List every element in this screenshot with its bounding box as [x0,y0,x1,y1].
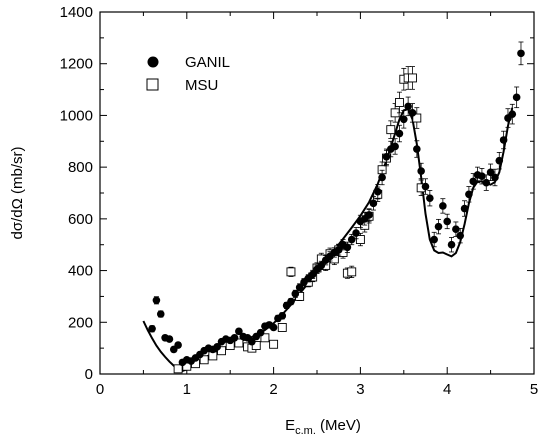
msu-point [408,73,417,83]
ganil-point [308,270,317,279]
msu-point [355,235,365,244]
ganil-point [230,334,239,342]
tick-labels: 0 1 2 3 4 5 0 200 400 600 800 1000 1200 1400 [60,4,539,398]
ganil-point [443,217,452,226]
ganil-point [395,129,404,138]
x-tick-label: 5 [530,381,538,398]
msu-point [260,333,270,343]
ganil-point [499,136,508,144]
axis-ticks [99,11,535,375]
ganil-point [469,177,478,186]
y-tick-label: 400 [68,263,93,280]
ganil-point [174,341,182,349]
ganil-point [148,324,156,333]
ganil-point [426,194,434,202]
x-tick-label: 4 [443,381,451,398]
ganil-point [369,199,378,208]
ganil-point [486,168,495,177]
legend-marker-msu [146,78,159,91]
ganil-point [400,115,408,124]
ganil-point [439,202,447,210]
legend-label-msu: MSU [185,77,218,94]
ganil-point [269,323,278,332]
ganil-point [452,225,460,233]
ganil-point [421,182,430,191]
ganil-point [373,187,382,196]
ganil-point [213,343,221,351]
ganil-series [148,41,525,367]
msu-series [173,66,426,374]
ganil-point [287,297,295,306]
msu-point [386,125,396,135]
ganil-point [334,246,343,254]
ganil-point [382,153,391,161]
x-tick-label: 3 [356,381,364,398]
ganil-point [495,156,504,165]
y-tick-label: 1000 [60,107,93,124]
ganil-point [347,235,356,244]
ganil-point [447,240,456,249]
y-tick-label: 0 [85,366,93,383]
x-tick-label: 2 [269,381,277,398]
ganil-point [235,327,243,336]
x-tick-label: 1 [183,381,191,398]
msu-point [217,346,226,356]
msu-point [269,339,279,349]
msu-point [347,267,357,277]
ganil-point [156,310,165,318]
ganil-point [478,172,486,180]
ganil-point [278,312,287,320]
ganil-point [152,296,161,305]
ganil-point [434,222,443,231]
ganil-point [256,328,265,337]
y-tick-label: 800 [68,159,93,176]
legend: GANIL MSU [146,54,230,94]
ganil-point [291,290,300,298]
x-axis-label-unit: (MeV) [316,417,361,434]
fit-curve [142,107,514,372]
fit-curve-layer [142,107,514,372]
ganil-point [482,178,491,187]
ganil-point [352,229,360,237]
y-tick-label: 600 [68,211,93,228]
msu-point [199,355,209,365]
ganil-point [456,231,465,240]
legend-label-ganil: GANIL [185,54,230,71]
legend-marker-ganil [147,56,159,68]
ganil-point [508,110,517,118]
y-tick-label: 200 [68,314,93,331]
ganil-point [413,145,421,153]
ganil-point [365,211,373,219]
msu-point [234,338,244,348]
msu-point [395,98,404,107]
y-tick-label: 1400 [60,4,93,21]
ganil-point [460,204,469,213]
y-axis-label: dσ/dΩ (mb/sr) [9,147,26,240]
ganil-point [248,337,256,346]
msu-point [286,267,296,277]
x-axis-label-main: E [285,417,295,434]
ganil-point [317,261,326,270]
msu-point [277,323,287,332]
ganil-point [512,93,521,102]
ganil-point [391,142,399,151]
ganil-point [430,235,438,244]
x-tick-label: 0 [96,381,104,398]
y-tick-label: 1200 [60,56,93,73]
ganil-point [165,335,174,343]
msu-point [173,364,183,374]
ganil-point [404,102,412,111]
ganil-point [465,190,473,199]
ganil-point [517,49,525,58]
ganil-point [491,173,499,182]
ganil-point [378,173,386,182]
ganil-point [343,243,352,252]
x-axis-label-subscript: c.m. [295,425,316,437]
ganil-point [417,167,425,175]
msu-point [251,341,261,351]
x-axis-label: Ec.m. (MeV) [285,417,361,437]
ganil-point [408,109,417,117]
